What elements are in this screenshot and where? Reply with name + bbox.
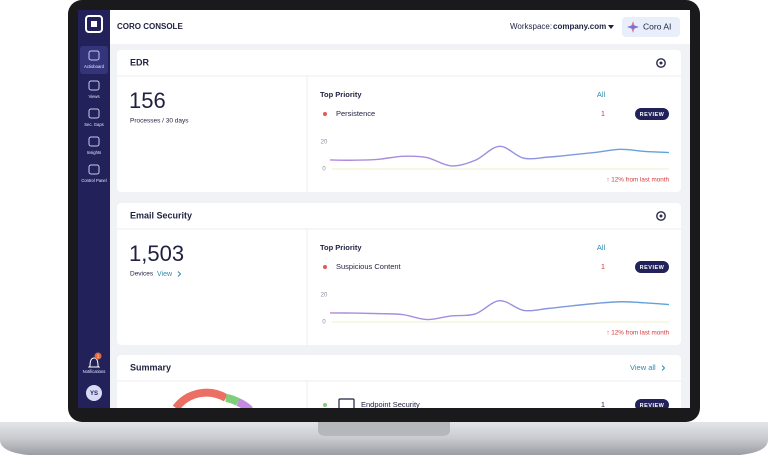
nav-icon (88, 108, 100, 119)
logo[interactable] (85, 15, 103, 33)
priority-count: 1 (601, 262, 605, 271)
nav-label[interactable]: Notifications (83, 369, 106, 374)
screen: CORO CONSOLE Workspace: company.com Coro… (78, 10, 690, 411)
workspace-caret (608, 25, 614, 29)
review-button[interactable] (635, 399, 669, 411)
product-icon (338, 398, 355, 408)
settings-icon[interactable] (656, 211, 666, 221)
review-label: REVIEW (640, 265, 665, 271)
workspace-label: Workspace: (510, 22, 552, 31)
priority-item: Persistence (336, 109, 375, 118)
ai-icon (627, 21, 639, 33)
metric-value: 156 (129, 88, 166, 113)
donut-segment (225, 394, 240, 406)
summary-item: Endpoint Security (361, 400, 420, 409)
brand: CORO CONSOLE (117, 22, 183, 31)
donut-segment (236, 398, 253, 408)
donut-segment (172, 388, 229, 408)
all-link[interactable]: All (597, 90, 606, 99)
nav-label[interactable]: Control Panel (81, 178, 106, 183)
ai-button[interactable] (622, 17, 680, 37)
settings-icon-hub (659, 61, 663, 65)
topbar (110, 10, 690, 44)
sidebar (78, 10, 110, 408)
workspace-name[interactable]: company.com (553, 22, 606, 31)
bell-icon (87, 357, 101, 368)
priority-item: Suspicious Content (336, 262, 402, 271)
y-tick-label: 0 (322, 320, 326, 326)
chevron (661, 365, 666, 371)
notification-badge (94, 352, 102, 360)
nav-label[interactable]: Views (88, 94, 99, 99)
review-label: REVIEW (640, 112, 665, 118)
metric-link[interactable]: View (157, 271, 173, 278)
y-tick-label: 0 (322, 167, 326, 173)
laptop-base (0, 422, 768, 455)
review-label: REVIEW (640, 403, 665, 409)
summary-count: 1 (601, 400, 605, 409)
trend-change: ↑ 12% from last month (606, 177, 669, 184)
settings-icon[interactable] (656, 58, 666, 68)
nav-icon (88, 50, 100, 61)
priority-count: 1 (601, 109, 605, 118)
logo-core (91, 21, 97, 27)
nav-label[interactable]: Actioboard (84, 64, 105, 69)
nav-icon (88, 164, 100, 175)
settings-icon-hub (659, 214, 663, 218)
trend-change: ↑ 12% from last month (606, 330, 669, 337)
avatar-initials[interactable]: YS (90, 391, 98, 397)
metric-value: 1,503 (129, 241, 184, 266)
nav-label[interactable]: Insights (87, 150, 101, 155)
nav-label[interactable]: Sec. Gaps (84, 122, 104, 127)
card (117, 50, 681, 192)
trend-line (329, 145, 670, 167)
avatar (86, 385, 102, 401)
notification-count: 1 (97, 354, 100, 359)
view-all-link[interactable]: View all (630, 363, 656, 372)
severity-dot (323, 265, 327, 269)
y-tick-label: 20 (321, 293, 328, 299)
review-button[interactable] (635, 261, 669, 273)
metric-label: Devices (130, 271, 154, 278)
all-link[interactable]: All (597, 243, 606, 252)
card (117, 355, 681, 408)
chevron (177, 271, 182, 277)
severity-dot (323, 403, 327, 407)
nav-icon (88, 136, 100, 147)
nav-icon (88, 80, 100, 91)
review-button[interactable] (635, 108, 669, 120)
base-notch (318, 422, 450, 436)
metric-label: Processes / 30 days (130, 118, 189, 125)
section-title: Top Priority (320, 243, 362, 252)
ai-button-label: Coro AI (643, 21, 671, 31)
trend-line (329, 299, 670, 321)
severity-dot (323, 112, 327, 116)
card-title: EDR (130, 57, 150, 67)
section-title: Top Priority (320, 90, 362, 99)
card (117, 203, 681, 345)
card-title: Email Security (130, 210, 192, 220)
card-title: Summary (130, 362, 171, 372)
y-tick-label: 20 (321, 140, 328, 146)
